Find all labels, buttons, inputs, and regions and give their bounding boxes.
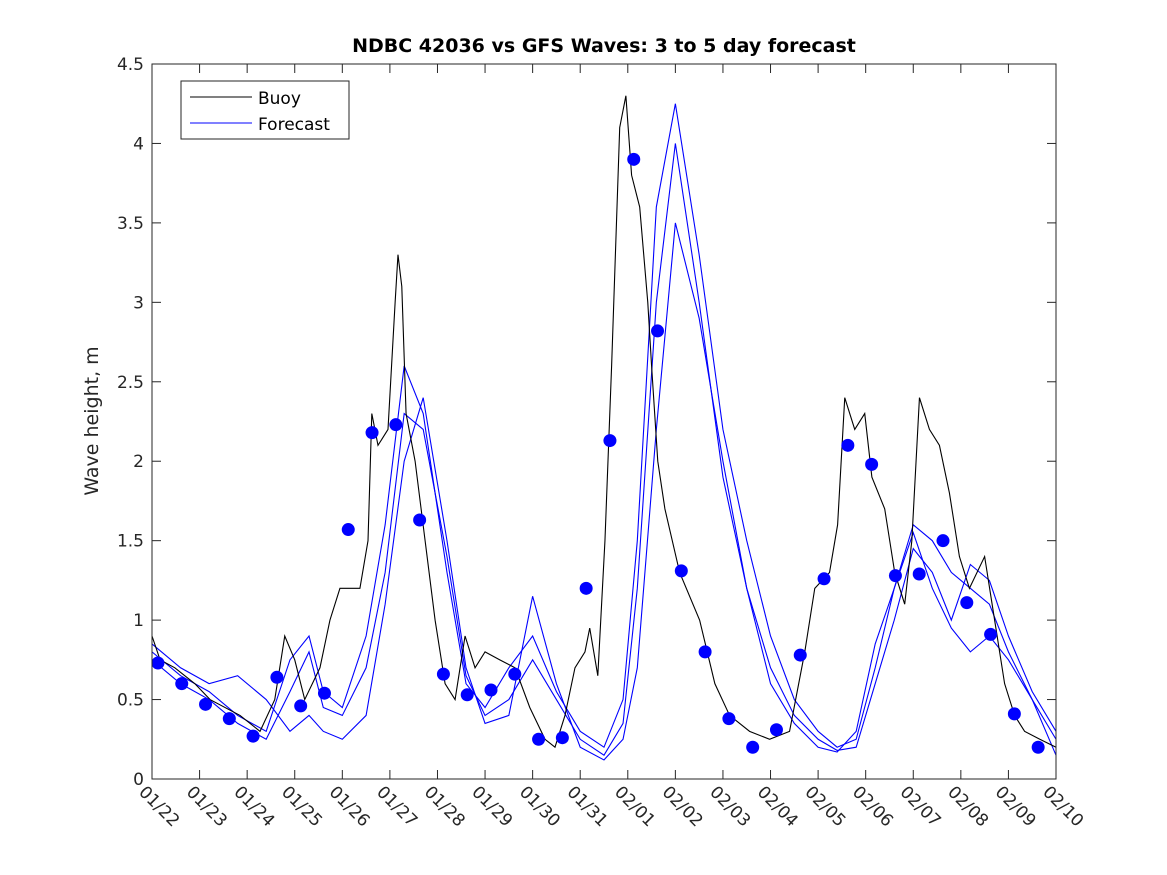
forecast-point [341,523,355,537]
x-tick-label: 02/07 [896,782,945,831]
y-tick-label: 4.5 [117,55,144,75]
forecast-point [1007,707,1021,721]
forecast-point [865,457,879,471]
forecast-point [888,569,902,583]
forecast-point [246,729,260,743]
plot-area-frame [151,63,1057,780]
x-tick-label: 01/23 [182,782,231,831]
legend-forecast-label: Forecast [258,115,330,135]
forecast-point [674,564,688,578]
y-tick-label: 0.5 [117,691,144,711]
y-tick-label: 1.5 [117,532,144,552]
legend-buoy-label: Buoy [258,89,301,109]
y-tick-label: 1 [133,611,144,631]
x-tick-label: 02/05 [801,782,850,831]
y-tick-label: 3 [133,293,144,313]
forecast-point [841,438,855,452]
x-tick-label: 02/03 [705,782,754,831]
x-tick-label: 02/04 [753,782,802,831]
forecast-point [817,572,831,586]
forecast-line-3 [151,222,1057,761]
forecast-point [603,434,617,448]
forecast-point [912,567,926,581]
forecast-point [270,670,284,684]
x-tick-label: 01/25 [277,782,326,831]
x-tick-label: 02/01 [610,782,659,831]
y-tick-label: 2 [133,452,144,472]
forecast-point [413,513,427,527]
x-tick-label: 02/09 [991,782,1040,831]
forecast-point [936,534,950,548]
forecast-point [627,152,641,166]
forecast-point [698,645,712,659]
forecast-point [484,683,498,697]
forecast-point [984,627,998,641]
x-tick-label: 01/27 [372,782,421,831]
forecast-point [1031,740,1045,754]
forecast-point [769,723,783,737]
legend-box [180,80,350,140]
x-tick-label: 01/30 [515,782,564,831]
forecast-point [151,656,165,670]
x-tick-label: 02/10 [1038,782,1087,831]
x-tick-label: 01/24 [230,782,279,831]
forecast-point [960,596,974,610]
forecast-line-1 [151,103,1057,749]
x-tick-label: 02/02 [658,782,707,831]
forecast-point [651,324,665,338]
legend: Buoy Forecast [180,80,350,140]
forecast-point [579,581,593,595]
y-tick-label: 0 [133,770,144,790]
x-tick-label: 01/31 [563,782,612,831]
y-tick-label: 2.5 [117,373,144,393]
y-tick-label: 3.5 [117,214,144,234]
x-tick-label: 01/26 [325,782,374,831]
buoy-line [151,95,1057,749]
forecast-point [532,732,546,746]
forecast-point [793,648,807,662]
x-tick-label: 02/08 [943,782,992,831]
forecast-point [365,426,379,440]
chart-title: NDBC 42036 vs GFS Waves: 3 to 5 day fore… [352,35,856,57]
forecast-point [222,712,236,726]
y-axis-label: Wave height, m [81,346,103,495]
x-tick-label: 01/29 [468,782,517,831]
forecast-point [175,677,189,691]
forecast-point [199,697,213,711]
forecast-point [294,699,308,713]
forecast-point [555,731,569,745]
forecast-line-2 [151,143,1057,756]
y-tick-label: 4 [133,134,144,154]
axis-ticks: 0 0.5 1 1.5 2 2.5 3 3.5 4 4.5 01/2201/2301/2401/25… [117,55,1087,831]
forecast-point [317,686,331,700]
forecast-point [460,688,474,702]
x-tick-label: 01/28 [420,782,469,831]
forecast-point [508,667,522,681]
forecast-point [436,667,450,681]
x-tick-label: 01/22 [134,782,183,831]
forecast-point [722,712,736,726]
forecast-point [389,418,403,432]
x-tick-label: 02/06 [848,782,897,831]
series-layer [151,95,1057,761]
forecast-point [746,740,760,754]
